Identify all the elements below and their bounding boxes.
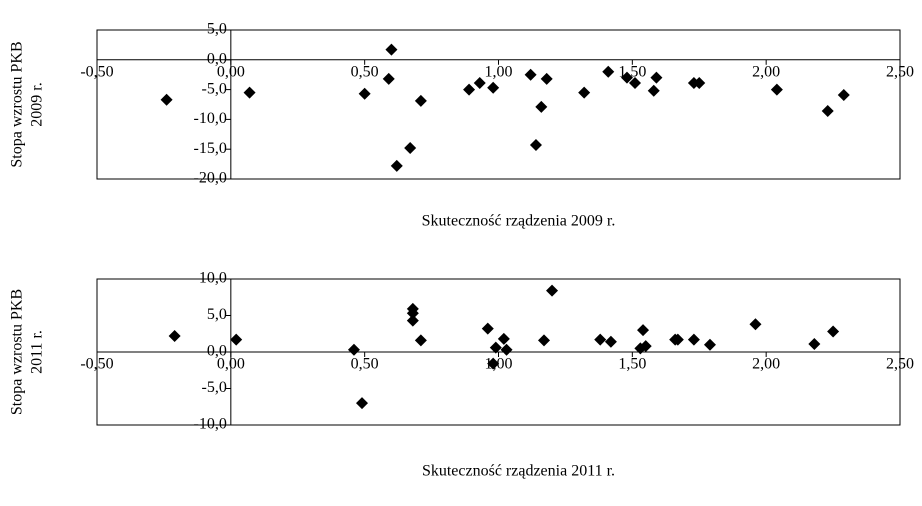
point	[406, 314, 419, 327]
point	[538, 334, 551, 347]
point	[473, 77, 486, 90]
x-tick-label: 0,00	[217, 356, 245, 373]
x-tick-label: 0,50	[351, 356, 379, 373]
point	[703, 338, 716, 351]
point	[230, 333, 243, 346]
point	[487, 357, 500, 370]
y-axis-title: Stopa wzrostu PKB	[9, 289, 26, 415]
point	[347, 343, 360, 356]
x-tick-label: 0,50	[351, 63, 379, 80]
point	[406, 307, 419, 320]
point	[604, 335, 617, 348]
y-tick-label: 5,0	[207, 306, 227, 323]
point	[535, 100, 548, 113]
point	[770, 83, 783, 96]
point	[358, 87, 371, 100]
point	[524, 68, 537, 81]
point	[463, 83, 476, 96]
x-tick-label: -0,50	[80, 356, 113, 373]
point	[497, 332, 510, 345]
y-tick-label: 0,0	[207, 343, 227, 360]
point	[540, 72, 553, 85]
point	[243, 86, 256, 99]
x-tick-label: 2,50	[886, 63, 914, 80]
x-axis-title: Skuteczność rządzenia 2011 r.	[422, 463, 615, 480]
point	[404, 142, 417, 155]
point	[808, 337, 821, 350]
point	[578, 86, 591, 99]
point	[821, 105, 834, 118]
point	[594, 333, 607, 346]
point	[837, 88, 850, 101]
point	[639, 340, 652, 353]
point	[487, 81, 500, 94]
x-tick-label: 2,50	[886, 356, 914, 373]
x-tick-label: 2,00	[752, 63, 780, 80]
x-tick-label: 2,00	[752, 356, 780, 373]
point	[529, 139, 542, 152]
point	[827, 325, 840, 338]
point	[500, 343, 513, 356]
y-tick-label: -5,0	[202, 379, 227, 396]
point	[489, 341, 502, 354]
y-tick-label: 10,0	[199, 270, 227, 287]
y-tick-label: -15,0	[194, 140, 227, 157]
point	[546, 284, 559, 297]
y-tick-label: 0,0	[207, 50, 227, 67]
point	[693, 77, 706, 90]
x-tick-label: -0,50	[80, 63, 113, 80]
point	[749, 318, 762, 331]
point	[414, 334, 427, 347]
point	[671, 333, 684, 346]
y-tick-label: -10,0	[194, 110, 227, 127]
point	[160, 93, 173, 106]
point	[687, 333, 700, 346]
y-tick-label: -5,0	[202, 80, 227, 97]
point	[629, 77, 642, 90]
plot-box	[96, 29, 901, 180]
point	[414, 94, 427, 107]
x-tick-label: 0,00	[217, 63, 245, 80]
y-tick-label: -20,0	[194, 170, 227, 187]
point	[647, 84, 660, 97]
point	[620, 71, 633, 84]
point	[602, 65, 615, 78]
point	[481, 322, 494, 335]
point	[390, 159, 403, 172]
point	[355, 397, 368, 410]
y-tick-label: -10,0	[194, 416, 227, 433]
point	[382, 72, 395, 85]
point	[637, 324, 650, 337]
x-tick-label: 1,00	[485, 63, 513, 80]
point	[385, 43, 398, 56]
y-axis-title: Stopa wzrostu PKB	[9, 41, 26, 167]
y-axis-title: 2009 r.	[29, 82, 46, 126]
y-tick-label: 5,0	[207, 21, 227, 38]
y-axis-title: 2011 r.	[29, 330, 46, 374]
x-axis-title: Skuteczność rządzenia 2009 r.	[422, 213, 616, 230]
x-tick-label: 1,50	[618, 356, 646, 373]
point	[650, 71, 663, 84]
point	[168, 329, 181, 342]
